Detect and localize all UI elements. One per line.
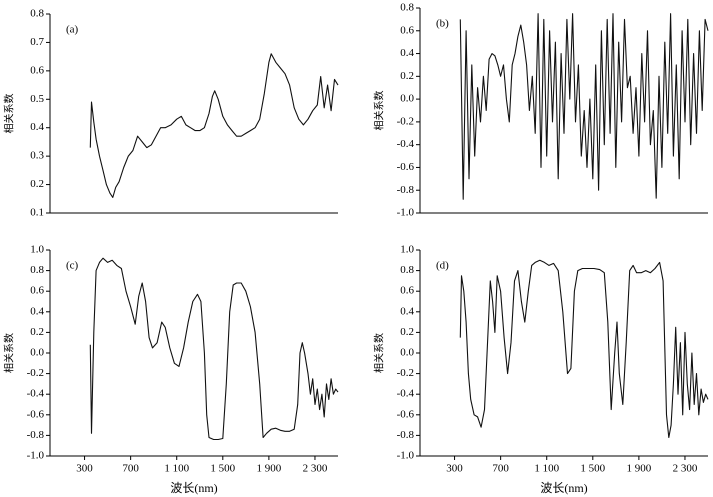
y-axis-label: 相关系数	[2, 94, 15, 134]
y-tick-label: 0.6	[30, 285, 44, 297]
panel: -1.0 -0.8 -0.6 -0.4 -0.2 0.0 0.2 0.4 0.6 0.8 1.0 30…	[2, 244, 339, 495]
panel: 0.1 0.2 0.3 0.4 0.5 0.6 0.7 0.8 (a) 相关系数	[2, 8, 339, 219]
y-tick-label: 0.2	[400, 326, 414, 338]
y-tick-label: 1.0	[30, 244, 44, 256]
y-tick-label: 0.4	[400, 47, 414, 59]
data-line	[89, 257, 339, 441]
y-tick-label: 0.4	[30, 305, 44, 317]
y-tick-label: -0.6	[27, 408, 45, 420]
panel: -1.0 -0.8 -0.6 -0.4 -0.2 0.0 0.2 0.4 0.6 0.8 (b) 相关…	[372, 2, 709, 219]
y-tick-label: -1.0	[27, 450, 45, 462]
y-axis-label: 相关系数	[372, 333, 385, 373]
panel: -1.0 -0.8 -0.6 -0.4 -0.2 0.0 0.2 0.4 0.6 0.8 1.0 30…	[372, 244, 709, 495]
y-tick-label: 0.3	[30, 150, 44, 162]
y-tick-label: 0.6	[400, 285, 414, 297]
y-tick-label: -0.2	[397, 367, 414, 379]
x-tick-label: 2 300	[673, 463, 698, 475]
y-tick-label: 0.0	[30, 347, 44, 359]
y-tick-label: -0.2	[397, 115, 414, 127]
y-tick-label: 0.7	[30, 36, 44, 48]
x-tick-label: 1 100	[534, 463, 559, 475]
y-tick-label: 0.8	[400, 2, 414, 14]
panel-label: (a)	[66, 24, 79, 36]
x-tick-label: 700	[492, 463, 509, 475]
y-tick-label: -0.8	[397, 429, 415, 441]
y-tick-label: -0.4	[27, 388, 45, 400]
x-tick-label: 300	[76, 463, 93, 475]
y-tick-label: -1.0	[397, 450, 415, 462]
y-tick-label: 0.8	[30, 8, 44, 20]
x-axis-label: 波长(nm)	[170, 481, 217, 495]
y-tick-label: -0.4	[397, 388, 415, 400]
y-tick-label: -0.6	[397, 408, 415, 420]
y-tick-label: 0.2	[400, 70, 414, 82]
y-tick-label: 0.2	[30, 178, 44, 190]
panel-label: (b)	[436, 18, 449, 30]
data-line	[89, 53, 339, 198]
y-tick-label: 0.6	[30, 64, 44, 76]
y-tick-label: -0.2	[27, 367, 44, 379]
y-tick-label: -1.0	[397, 207, 415, 219]
y-tick-label: 0.4	[30, 121, 44, 133]
y-tick-label: 0.0	[400, 93, 414, 105]
x-tick-label: 1 500	[580, 463, 605, 475]
y-tick-label: -0.4	[397, 138, 415, 150]
x-tick-label: 1 100	[164, 463, 189, 475]
y-tick-label: 0.1	[30, 207, 44, 219]
y-tick-label: 0.4	[400, 305, 414, 317]
y-tick-label: -0.8	[27, 429, 45, 441]
x-tick-label: 300	[446, 463, 463, 475]
y-tick-label: 0.2	[30, 326, 44, 338]
y-tick-label: 0.0	[400, 347, 414, 359]
y-axis-label: 相关系数	[372, 91, 385, 131]
x-tick-label: 1 900	[257, 463, 282, 475]
x-tick-label: 2 300	[303, 463, 328, 475]
y-tick-label: 0.8	[30, 264, 44, 276]
x-tick-label: 700	[122, 463, 139, 475]
y-tick-label: 1.0	[400, 244, 414, 256]
x-tick-label: 1 900	[627, 463, 652, 475]
y-axis-label: 相关系数	[2, 333, 15, 373]
y-tick-label: -0.8	[397, 184, 415, 196]
data-line	[459, 13, 709, 200]
y-tick-label: 0.8	[400, 264, 414, 276]
panel-label: (c)	[66, 260, 79, 272]
y-tick-label: -0.6	[397, 161, 415, 173]
data-line	[459, 259, 709, 439]
y-tick-label: 0.6	[400, 24, 414, 36]
x-tick-label: 1 500	[210, 463, 235, 475]
panel-label: (d)	[436, 260, 449, 272]
x-axis-label: 波长(nm)	[540, 481, 587, 495]
y-tick-label: 0.5	[30, 93, 44, 105]
